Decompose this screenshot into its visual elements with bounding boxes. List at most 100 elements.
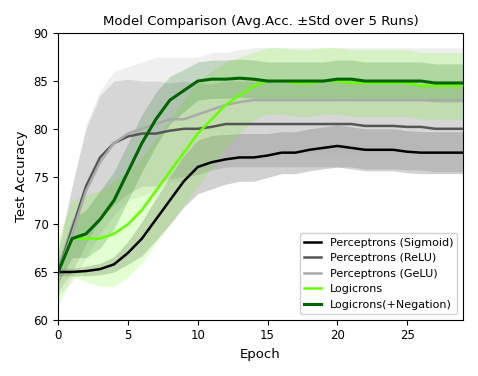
Perceptrons (Sigmoid) <box>265 153 271 158</box>
Perceptrons (ReLU) <box>125 134 131 139</box>
Logicrons <box>223 103 228 107</box>
Perceptrons (Sigmoid) <box>251 155 257 160</box>
Logicrons(+Negation) <box>167 98 173 102</box>
Perceptrons (ReLU) <box>293 122 298 126</box>
Perceptrons (Sigmoid) <box>279 150 284 155</box>
Perceptrons (ReLU) <box>404 124 410 129</box>
Logicrons(+Negation) <box>279 79 284 83</box>
Perceptrons (Sigmoid) <box>348 146 354 150</box>
Perceptrons (ReLU) <box>418 124 424 129</box>
Perceptrons (Sigmoid) <box>237 155 242 160</box>
Logicrons(+Negation) <box>223 77 228 82</box>
Perceptrons (GeLU) <box>306 98 312 102</box>
Perceptrons (Sigmoid) <box>418 150 424 155</box>
Logicrons <box>362 81 368 85</box>
Perceptrons (GeLU) <box>446 98 452 102</box>
Title: Model Comparison (Avg.Acc. ±Std over 5 Runs): Model Comparison (Avg.Acc. ±Std over 5 R… <box>103 15 418 28</box>
Logicrons(+Negation) <box>348 77 354 82</box>
Perceptrons (ReLU) <box>167 129 173 133</box>
Perceptrons (Sigmoid) <box>69 270 75 274</box>
Perceptrons (GeLU) <box>362 98 368 102</box>
Logicrons(+Negation) <box>293 79 298 83</box>
Perceptrons (Sigmoid) <box>432 150 438 155</box>
Logicrons(+Negation) <box>404 79 410 83</box>
Perceptrons (Sigmoid) <box>83 269 89 273</box>
Logicrons(+Negation) <box>55 270 61 274</box>
Logicrons(+Negation) <box>321 79 326 83</box>
Logicrons <box>181 150 187 155</box>
Logicrons <box>376 81 382 85</box>
Legend: Perceptrons (Sigmoid), Perceptrons (ReLU), Perceptrons (GeLU), Logicrons, Logicr: Perceptrons (Sigmoid), Perceptrons (ReLU… <box>300 233 457 314</box>
Perceptrons (ReLU) <box>321 122 326 126</box>
Perceptrons (GeLU) <box>111 141 117 146</box>
Perceptrons (Sigmoid) <box>391 147 396 152</box>
Perceptrons (ReLU) <box>279 122 284 126</box>
Logicrons(+Negation) <box>446 81 452 85</box>
Logicrons(+Negation) <box>265 79 271 83</box>
Perceptrons (ReLU) <box>446 127 452 131</box>
Perceptrons (GeLU) <box>265 98 271 102</box>
Logicrons(+Negation) <box>362 79 368 83</box>
Logicrons <box>460 83 466 88</box>
Perceptrons (GeLU) <box>391 98 396 102</box>
Perceptrons (Sigmoid) <box>97 267 103 271</box>
Perceptrons (GeLU) <box>125 131 131 136</box>
Perceptrons (Sigmoid) <box>125 251 131 255</box>
Perceptrons (Sigmoid) <box>139 237 145 241</box>
Perceptrons (ReLU) <box>97 155 103 160</box>
Logicrons <box>432 83 438 88</box>
Perceptrons (ReLU) <box>251 122 257 126</box>
Logicrons(+Negation) <box>83 232 89 236</box>
Perceptrons (Sigmoid) <box>362 147 368 152</box>
Perceptrons (GeLU) <box>460 98 466 102</box>
Perceptrons (Sigmoid) <box>153 217 159 222</box>
Perceptrons (ReLU) <box>362 124 368 128</box>
Perceptrons (ReLU) <box>83 184 89 188</box>
Perceptrons (ReLU) <box>460 127 466 131</box>
Line: Logicrons: Logicrons <box>58 81 463 272</box>
Perceptrons (Sigmoid) <box>55 270 61 274</box>
Perceptrons (ReLU) <box>55 270 61 274</box>
Logicrons(+Negation) <box>111 198 117 203</box>
Y-axis label: Test Accuracy: Test Accuracy <box>15 131 28 222</box>
Logicrons <box>251 83 257 88</box>
Perceptrons (Sigmoid) <box>167 198 173 203</box>
Logicrons(+Negation) <box>251 77 257 82</box>
Line: Perceptrons (GeLU): Perceptrons (GeLU) <box>58 100 463 272</box>
Perceptrons (GeLU) <box>432 98 438 102</box>
Logicrons(+Negation) <box>139 141 145 146</box>
Logicrons <box>293 81 298 85</box>
Logicrons <box>139 208 145 212</box>
Line: Perceptrons (Sigmoid): Perceptrons (Sigmoid) <box>58 146 463 272</box>
Perceptrons (GeLU) <box>223 103 228 107</box>
Perceptrons (GeLU) <box>321 98 326 102</box>
Perceptrons (Sigmoid) <box>195 165 201 169</box>
Logicrons(+Negation) <box>335 77 340 82</box>
Logicrons <box>404 81 410 85</box>
Perceptrons (GeLU) <box>97 160 103 164</box>
Perceptrons (GeLU) <box>153 122 159 126</box>
Perceptrons (ReLU) <box>181 127 187 131</box>
Logicrons(+Negation) <box>391 79 396 83</box>
Perceptrons (GeLU) <box>139 127 145 131</box>
Perceptrons (GeLU) <box>418 98 424 102</box>
Logicrons <box>279 79 284 83</box>
Perceptrons (ReLU) <box>432 127 438 131</box>
Perceptrons (GeLU) <box>69 232 75 236</box>
Perceptrons (GeLU) <box>279 98 284 102</box>
Perceptrons (ReLU) <box>376 124 382 128</box>
Perceptrons (Sigmoid) <box>209 160 215 164</box>
Line: Logicrons(+Negation): Logicrons(+Negation) <box>58 78 463 272</box>
Line: Perceptrons (ReLU): Perceptrons (ReLU) <box>58 124 463 272</box>
Perceptrons (ReLU) <box>139 131 145 136</box>
Logicrons(+Negation) <box>181 88 187 93</box>
Logicrons <box>306 81 312 85</box>
Perceptrons (Sigmoid) <box>223 157 228 162</box>
Perceptrons (Sigmoid) <box>335 144 340 148</box>
Perceptrons (Sigmoid) <box>306 147 312 152</box>
Logicrons <box>209 117 215 121</box>
Perceptrons (GeLU) <box>376 98 382 102</box>
Perceptrons (GeLU) <box>83 189 89 193</box>
Perceptrons (GeLU) <box>237 100 242 104</box>
Logicrons <box>335 79 340 83</box>
